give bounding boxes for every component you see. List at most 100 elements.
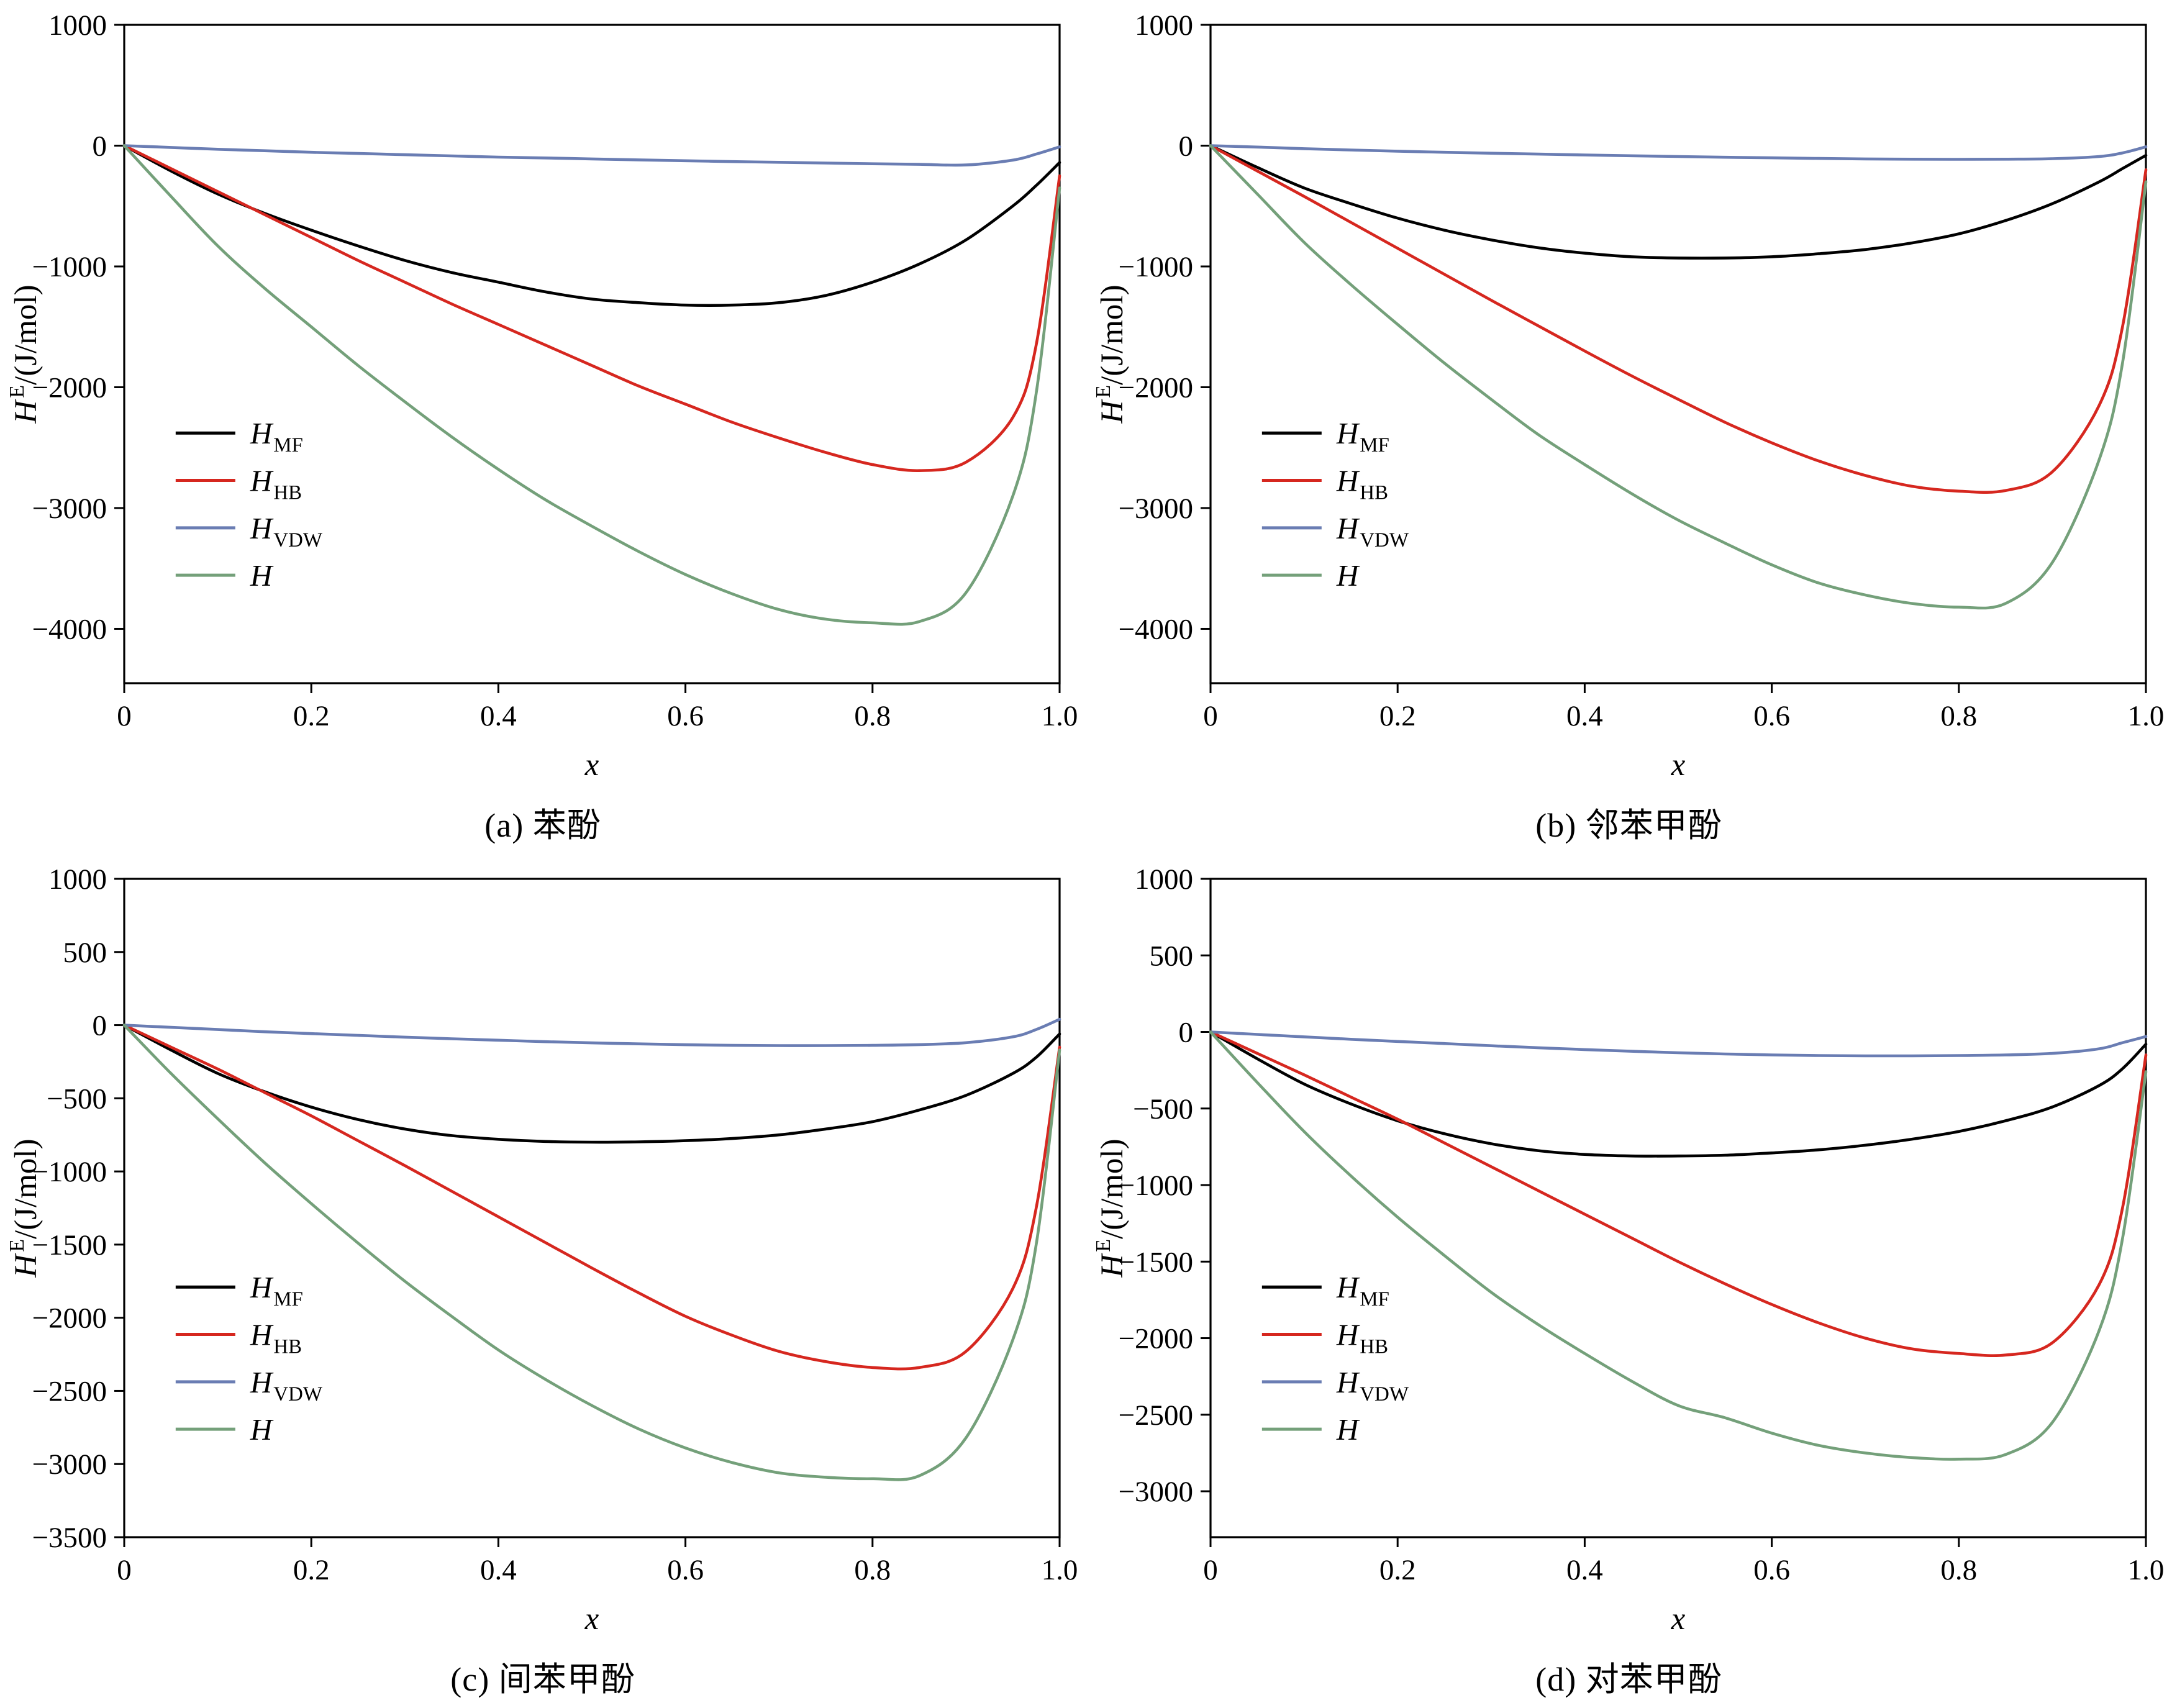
series-H_VDW [122, 144, 1061, 167]
legend-label-H_VDW: HVDW [1335, 511, 1409, 552]
series-H_MF [1209, 144, 2147, 260]
y-tick-label: −2500 [32, 1375, 107, 1407]
x-tick-label: 0.8 [1940, 700, 1977, 732]
y-tick-label: 1000 [1135, 863, 1193, 896]
x-axis-label: x [584, 748, 599, 783]
y-tick-label: −3500 [32, 1522, 107, 1554]
plot-frame [123, 24, 1061, 684]
y-tick-label: −3000 [32, 493, 107, 525]
x-tick-label: 0.6 [1753, 1554, 1790, 1586]
y-axis-label: HE/(J/mol) [6, 1138, 43, 1278]
plot-frame [1209, 878, 2147, 1538]
y-tick-label: −4000 [32, 613, 107, 645]
y-tick-label: 500 [63, 937, 107, 969]
y-tick-label: 0 [93, 1010, 107, 1042]
y-tick-label: 0 [1178, 130, 1193, 162]
x-axis-label: x [584, 1602, 599, 1637]
legend-label-H_MF: HMF [250, 1270, 303, 1311]
legend-label-H_HB: HHB [1335, 1318, 1388, 1358]
x-tick-label: 1.0 [1042, 700, 1078, 732]
y-tick-label: 0 [1178, 1017, 1193, 1049]
series-H_HB [122, 144, 1061, 473]
chart-a: 0 0.2 0.4 0.6 0.8 1.0 1000 0 −1000 −2000 −3000 −400… [0, 0, 1086, 854]
x-tick-label: 0 [1203, 700, 1218, 732]
legend-label-H_VDW: HVDW [250, 511, 323, 552]
chart-canvas-c: 0 0.2 0.4 0.6 0.8 1.0 1000 500 0 −500 −1000 −1500 −2… [6, 863, 1078, 1637]
chart-caption-b: (b) 邻苯甲酚 [1535, 807, 1722, 844]
series-H_MF [1209, 1030, 2147, 1158]
legend-label-H_MF: HMF [250, 416, 303, 457]
y-axis-label: HE/(J/mol) [6, 284, 43, 424]
x-tick-label: 0.6 [1753, 700, 1790, 732]
legend-label-H_VDW: HVDW [250, 1365, 323, 1406]
y-tick-label: 1000 [1135, 9, 1193, 42]
x-tick-label: 0.8 [1940, 1554, 1977, 1586]
y-tick-label: −3000 [1118, 493, 1193, 525]
legend-label-H: H [250, 558, 274, 593]
series-H_HB [122, 1024, 1061, 1371]
plot-frame [1209, 24, 2147, 684]
x-tick-label: 0 [117, 700, 132, 732]
legend-label-H: H [1335, 1412, 1360, 1447]
x-tick-label: 0.8 [854, 1554, 891, 1586]
plot-frame [123, 878, 1061, 1538]
x-tick-label: 0.8 [854, 700, 891, 732]
series-H [1209, 1030, 2147, 1461]
chart-canvas-d: 0 0.2 0.4 0.6 0.8 1.0 1000 500 0 −500 −1000 −1500 −2… [1092, 863, 2164, 1637]
series-H_MF [122, 144, 1061, 307]
y-tick-label: −2000 [32, 371, 107, 404]
x-tick-label: 0.2 [1379, 700, 1415, 732]
y-tick-label: 0 [93, 130, 107, 162]
y-tick-label: −1500 [32, 1229, 107, 1261]
y-tick-label: −1000 [1118, 1170, 1193, 1202]
y-tick-label: −2000 [1118, 371, 1193, 404]
x-tick-label: 0.4 [1566, 1554, 1603, 1586]
x-tick-label: 1.0 [2127, 1554, 2164, 1586]
series-H_VDW [1209, 144, 2147, 161]
x-tick-label: 0.4 [480, 700, 517, 732]
series-H_HB [1209, 144, 2147, 494]
y-tick-label: 1000 [48, 9, 107, 42]
chart-canvas-b: 0 0.2 0.4 0.6 0.8 1.0 1000 0 −1000 −2000 −3000 −400… [1092, 9, 2164, 783]
x-tick-label: 0.4 [480, 1554, 517, 1586]
x-tick-label: 0.2 [1379, 1554, 1415, 1586]
x-tick-label: 0.4 [1566, 700, 1603, 732]
x-tick-label: 0 [117, 1554, 132, 1586]
legend-label-H_VDW: HVDW [1335, 1365, 1409, 1406]
y-tick-label: −2000 [32, 1302, 107, 1335]
y-tick-label: 1000 [48, 863, 107, 896]
x-axis-label: x [1670, 1602, 1685, 1637]
y-tick-label: −1500 [1118, 1246, 1193, 1278]
x-tick-label: 0.6 [667, 700, 704, 732]
series-H [122, 1024, 1061, 1481]
chart-caption-c: (c) 间苯甲酚 [450, 1661, 635, 1698]
chart-c: 0 0.2 0.4 0.6 0.8 1.0 1000 500 0 −500 −1000 −1500 −2… [0, 854, 1086, 1708]
series-H_VDW [1209, 1030, 2147, 1058]
legend-label-H_HB: HHB [250, 464, 302, 504]
series-H [1209, 144, 2147, 610]
legend-label-H: H [1335, 558, 1360, 593]
chart-caption-a: (a) 苯酚 [484, 807, 601, 844]
y-tick-label: −2000 [1118, 1323, 1193, 1355]
chart-caption-d: (d) 对苯甲酚 [1535, 1661, 1722, 1698]
chart-d: 0 0.2 0.4 0.6 0.8 1.0 1000 500 0 −500 −1000 −1500 −2… [1086, 854, 2172, 1708]
y-tick-label: −500 [1132, 1093, 1193, 1125]
x-tick-label: 0.2 [293, 700, 330, 732]
y-tick-label: −4000 [1118, 613, 1193, 645]
legend-label-H_MF: HMF [1335, 416, 1389, 457]
y-tick-label: −3000 [32, 1448, 107, 1481]
legend-label-H: H [250, 1412, 274, 1447]
y-axis-label: HE/(J/mol) [1092, 1138, 1130, 1278]
x-tick-label: 1.0 [1042, 1554, 1078, 1586]
legend-label-H_MF: HMF [1335, 1270, 1389, 1311]
y-tick-label: −1000 [32, 251, 107, 283]
y-tick-label: −2500 [1118, 1399, 1193, 1432]
x-tick-label: 1.0 [2127, 700, 2164, 732]
y-tick-label: −500 [47, 1083, 107, 1115]
chart-b: 0 0.2 0.4 0.6 0.8 1.0 1000 0 −1000 −2000 −3000 −400… [1086, 0, 2172, 854]
y-tick-label: 500 [1149, 940, 1193, 972]
y-axis-label: HE/(J/mol) [1092, 284, 1130, 424]
series-H [122, 144, 1061, 626]
legend-label-H_HB: HHB [1335, 464, 1388, 504]
